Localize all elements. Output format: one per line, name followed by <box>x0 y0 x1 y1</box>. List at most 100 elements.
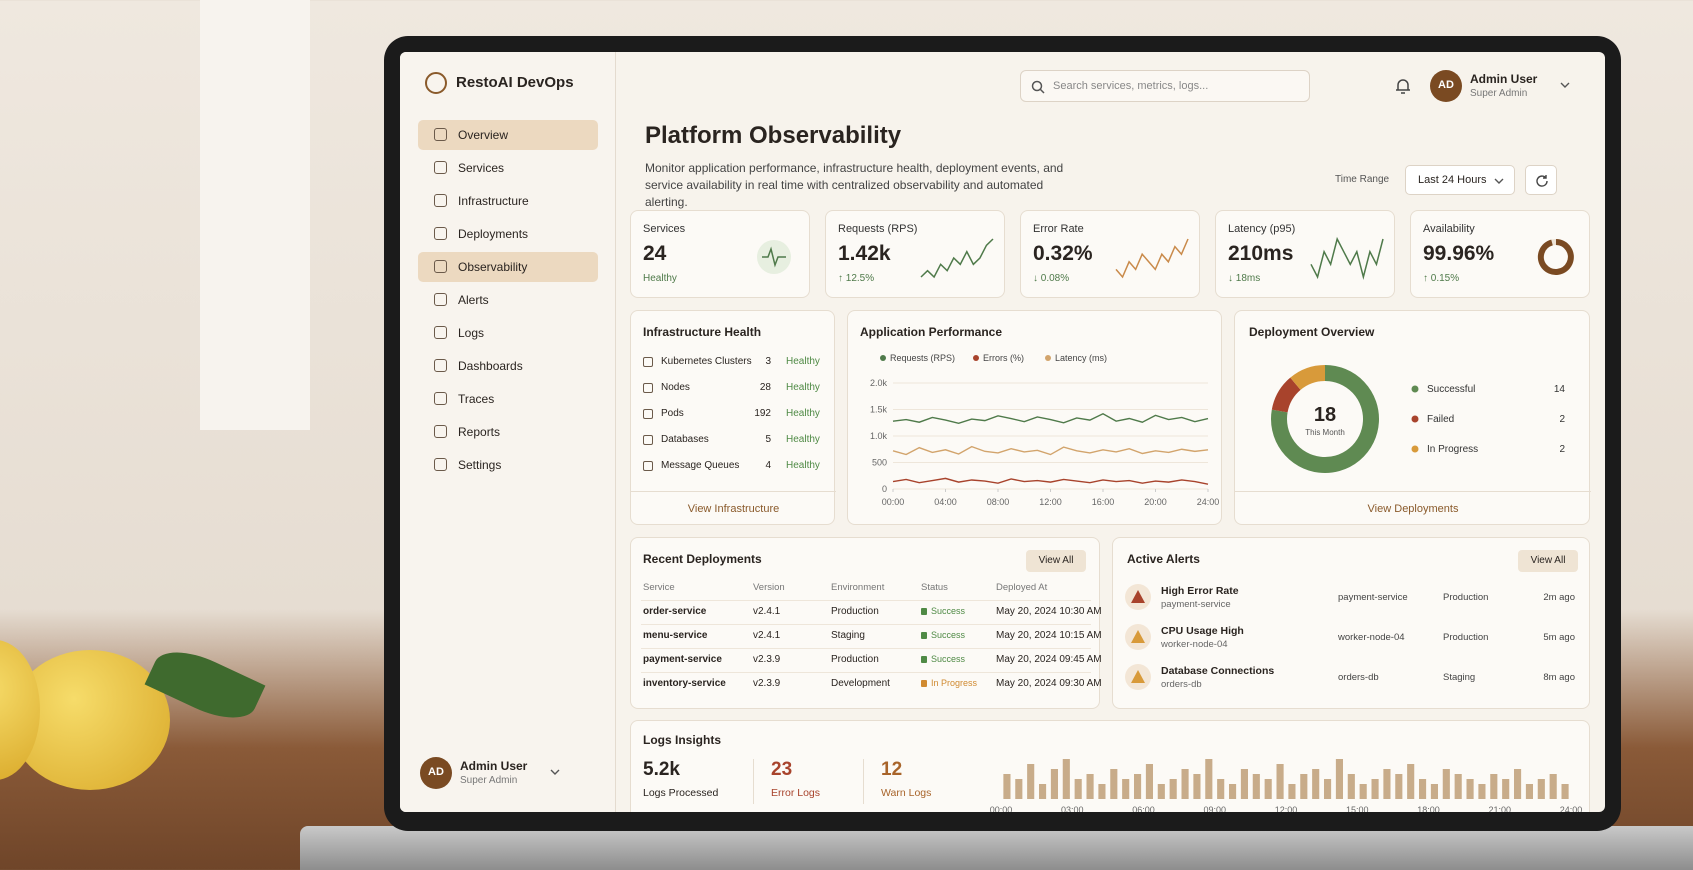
nav-icon <box>434 194 447 207</box>
nav-item[interactable]: Settings <box>418 450 598 480</box>
alert-title: Database Connections <box>1161 665 1275 677</box>
button-label: View All <box>1530 555 1566 566</box>
chart-svg <box>550 769 560 775</box>
alert-host: orders-db <box>1338 672 1379 683</box>
donut-caption: This Month <box>1305 428 1345 437</box>
legend-marker <box>880 355 886 361</box>
card-title: Active Alerts <box>1127 552 1200 566</box>
chart-svg <box>757 240 791 274</box>
x-tick-label: 12:00 <box>1275 805 1298 812</box>
card-link[interactable]: View Deployments <box>1367 503 1459 515</box>
card-title: Infrastructure Health <box>643 325 762 339</box>
health-icon <box>757 240 791 274</box>
time-range-label: Time Range <box>1335 174 1390 185</box>
bar <box>1062 759 1070 799</box>
stat-value: 23 <box>771 759 793 780</box>
donut-segment <box>1271 365 1379 473</box>
legend-marker <box>1411 445 1419 453</box>
table-cell: menu-service <box>643 630 708 641</box>
button-label: View All <box>1038 555 1074 566</box>
user-role: Super Admin <box>460 775 518 786</box>
bar <box>1347 774 1355 799</box>
bar <box>1217 779 1225 799</box>
bar <box>1003 774 1011 799</box>
kpi-card: Availability 99.96% ↑ 0.15% <box>1410 210 1590 298</box>
bar <box>1502 779 1510 799</box>
bar <box>1074 779 1082 799</box>
chart-svg <box>1115 238 1189 279</box>
time-range-select[interactable]: Last 24 Hours <box>1405 165 1515 195</box>
card-link[interactable]: View Infrastructure <box>687 503 780 515</box>
nav-icon <box>434 326 447 339</box>
resource-count: 4 <box>765 460 771 471</box>
view-all-button[interactable]: View All <box>1026 550 1086 572</box>
stat-label: Logs Processed <box>643 787 719 799</box>
column-header: Deployed At <box>996 582 1048 593</box>
view-all-button[interactable]: View All <box>1518 550 1578 572</box>
status-dot <box>921 656 927 663</box>
bar <box>1466 779 1474 799</box>
x-tick-label: 04:00 <box>934 497 957 507</box>
resource-status: Healthy <box>786 434 820 445</box>
refresh-button[interactable] <box>1525 165 1557 195</box>
kpi-note: ↑ 12.5% <box>838 273 875 284</box>
column-header: Version <box>753 582 785 593</box>
stat-divider <box>863 759 864 804</box>
x-tick-label: 18:00 <box>1417 805 1440 812</box>
nav-item[interactable]: Logs <box>418 318 598 348</box>
bar <box>1371 779 1379 799</box>
nav-item[interactable]: Reports <box>418 417 598 447</box>
chevron-icon <box>1494 178 1504 184</box>
chart-svg: 0 500 1.0k 1.5k 2.0k 00:00 04:00 08:00 12:00 16:0… <box>870 353 1219 507</box>
bar <box>1454 774 1462 799</box>
alert-icon <box>1131 670 1145 683</box>
nav-item[interactable]: Alerts <box>418 285 598 315</box>
bar <box>1490 774 1498 799</box>
kpi-value: 24 <box>643 242 667 265</box>
user-role: Super Admin <box>1470 88 1528 99</box>
nav-icon <box>434 392 447 405</box>
table-cell: May 20, 2024 09:30 AM <box>996 678 1102 689</box>
bar <box>1264 779 1272 799</box>
nav-item[interactable]: Services <box>418 153 598 183</box>
nav-item[interactable]: Infrastructure <box>418 186 598 216</box>
alert-time: 2m ago <box>1543 592 1575 603</box>
nav-label: Settings <box>458 458 502 472</box>
search-placeholder: Search services, metrics, logs... <box>1053 80 1209 92</box>
resource-name: Pods <box>661 408 684 419</box>
bar <box>1514 769 1522 799</box>
infrastructure-card: Infrastructure Health Kubernetes Clusters… <box>630 310 836 525</box>
chart-svg <box>1310 236 1384 280</box>
alert-time: 8m ago <box>1543 672 1575 683</box>
search-box[interactable]: Search services, metrics, logs... <box>1020 70 1310 102</box>
nav-icon <box>434 128 447 141</box>
table-cell: payment-service <box>643 654 722 665</box>
brand-name: RestoAI DevOps <box>456 74 574 91</box>
bar <box>1359 784 1367 799</box>
stat-label: Error Logs <box>771 787 821 799</box>
kpi-label: Error Rate <box>1033 223 1084 235</box>
kpi-label: Requests (RPS) <box>838 223 918 235</box>
divider <box>631 491 836 492</box>
bar <box>1110 769 1118 799</box>
nav-item[interactable]: Observability <box>418 252 598 282</box>
stat-label: Warn Logs <box>881 787 932 799</box>
bar <box>1015 779 1023 799</box>
nav-item[interactable]: Deployments <box>418 219 598 249</box>
stat-divider <box>753 759 754 804</box>
deployment-card: Deployment Overview Successful 14 Failed 2 In… <box>1234 310 1591 525</box>
search-icon <box>1031 80 1043 92</box>
search-icon <box>1039 88 1045 94</box>
nav-label: Traces <box>458 392 495 406</box>
nav-item[interactable]: Traces <box>418 384 598 414</box>
nav-item[interactable]: Overview <box>418 120 598 150</box>
chevron-icon <box>1560 82 1570 88</box>
nav-label: Overview <box>458 128 509 142</box>
resource-count: 3 <box>765 356 771 367</box>
kpi-value: 0.32% <box>1033 242 1093 265</box>
alert-environment: Production <box>1443 632 1489 643</box>
legend-marker <box>1411 385 1419 393</box>
resource-status: Healthy <box>786 382 820 393</box>
table-cell: order-service <box>643 606 707 617</box>
nav-item[interactable]: Dashboards <box>418 351 598 381</box>
